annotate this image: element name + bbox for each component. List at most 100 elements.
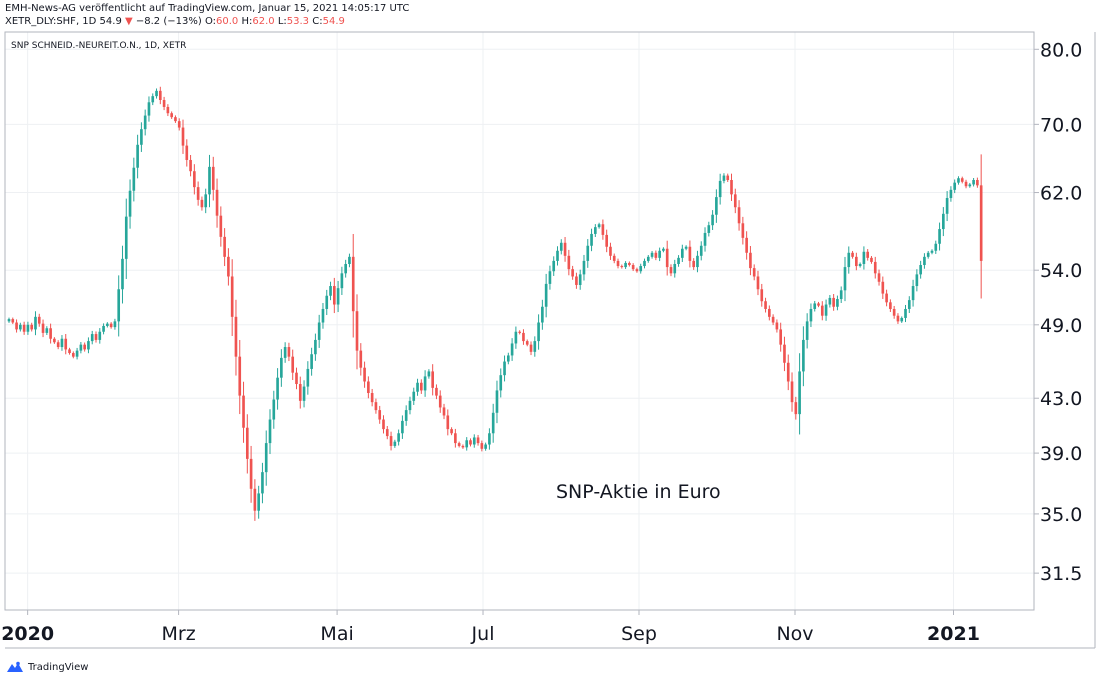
- candle-body: [805, 321, 809, 340]
- candle-body: [896, 315, 900, 322]
- candle-body: [594, 227, 597, 234]
- x-tick-label: Jul: [471, 623, 495, 645]
- candle-body: [681, 248, 684, 258]
- candle-body: [522, 332, 525, 342]
- candle-body: [964, 181, 968, 187]
- y-tick-label: 43.0: [1040, 388, 1082, 410]
- candle-body: [802, 339, 805, 372]
- candle-body: [605, 234, 608, 247]
- candle-body: [200, 199, 204, 208]
- candle-body: [268, 419, 272, 444]
- candle-body: [427, 371, 431, 377]
- candle-body: [211, 166, 215, 190]
- candle-body: [480, 443, 484, 449]
- candle-body: [586, 245, 590, 261]
- candle-body: [866, 251, 870, 258]
- candle-body: [851, 252, 854, 257]
- candle-body: [193, 171, 196, 188]
- candle-body: [529, 344, 533, 352]
- candle-body: [665, 248, 669, 268]
- y-tick-label: 54.0: [1040, 260, 1082, 282]
- candle-body: [976, 180, 979, 186]
- candle-body: [582, 260, 586, 275]
- candle-body: [737, 207, 741, 224]
- candle-body: [408, 400, 412, 411]
- candle-body: [832, 297, 835, 307]
- candle-body: [609, 246, 612, 256]
- candle-body: [544, 283, 548, 307]
- candle-body: [624, 262, 627, 268]
- candle-body: [351, 256, 355, 312]
- y-tick-label: 80.0: [1040, 39, 1082, 61]
- candle-body: [575, 276, 578, 285]
- y-tick-label: 62.0: [1040, 183, 1082, 205]
- candle-body: [30, 324, 34, 330]
- candle-body: [677, 257, 680, 264]
- candle-body: [484, 444, 487, 449]
- candle-body: [177, 121, 181, 128]
- candle-body: [276, 377, 279, 400]
- candle-body: [71, 353, 75, 357]
- candle-body: [601, 224, 605, 235]
- candle-body: [488, 433, 491, 445]
- candle-body: [457, 443, 461, 446]
- candle-body: [733, 194, 737, 208]
- candle-body: [367, 381, 370, 394]
- candle-body: [839, 290, 843, 300]
- candle-body: [128, 190, 132, 217]
- candle-body: [34, 316, 37, 330]
- candle-body: [102, 325, 105, 332]
- candle-body: [106, 323, 109, 326]
- candle-body: [208, 166, 211, 195]
- candle-body: [450, 429, 453, 434]
- candle-body: [412, 391, 416, 401]
- close-value: 54.9: [322, 16, 345, 27]
- candle-body: [843, 267, 847, 291]
- candle-body: [858, 263, 862, 267]
- candle-body: [385, 429, 389, 437]
- candle-body: [760, 289, 764, 302]
- candle-body: [310, 354, 313, 369]
- candle-body: [298, 384, 302, 401]
- open-label: O:: [204, 16, 217, 27]
- candle-body: [223, 236, 226, 257]
- candle-body: [548, 271, 552, 284]
- candle-body: [295, 372, 298, 385]
- candle-body: [19, 324, 22, 330]
- candle-body: [189, 159, 192, 172]
- candle-body: [348, 256, 351, 264]
- candle-body: [219, 215, 223, 237]
- candle-body: [699, 245, 703, 256]
- y-tick-label: 49.0: [1040, 315, 1082, 337]
- candle-body: [393, 441, 397, 446]
- candle-body: [643, 260, 646, 267]
- candle-body: [140, 129, 143, 145]
- candle-body: [836, 299, 839, 307]
- candle-body: [75, 350, 79, 357]
- candle-body: [885, 293, 888, 303]
- candle-body: [336, 288, 340, 305]
- x-tick-label: Nov: [776, 623, 813, 645]
- candle-body: [465, 440, 469, 448]
- y-tick-label: 70.0: [1040, 114, 1082, 136]
- candle-body: [881, 281, 885, 294]
- candle-body: [824, 304, 828, 316]
- candle-body: [98, 331, 102, 340]
- y-tick-label: 39.0: [1040, 443, 1082, 465]
- candle-body: [847, 252, 851, 268]
- candle-body: [291, 356, 295, 373]
- symbol-quote-line: XETR_DLY:SHF, 1D 54.9 ▼ −8.2 (−13%) O:60…: [5, 16, 345, 28]
- tradingview-brand: TradingView: [28, 661, 89, 673]
- x-tick-label: Mrz: [162, 623, 196, 645]
- candle-body: [979, 185, 983, 261]
- candle-body: [749, 252, 752, 269]
- candle-body: [15, 322, 18, 330]
- candle-body: [673, 263, 677, 274]
- candle-body: [503, 361, 506, 376]
- tradingview-footer[interactable]: TradingView: [6, 661, 88, 673]
- candle-body: [181, 127, 185, 146]
- candle-body: [147, 102, 151, 116]
- candle-body: [242, 395, 245, 428]
- tradingview-logo-icon: [7, 661, 23, 672]
